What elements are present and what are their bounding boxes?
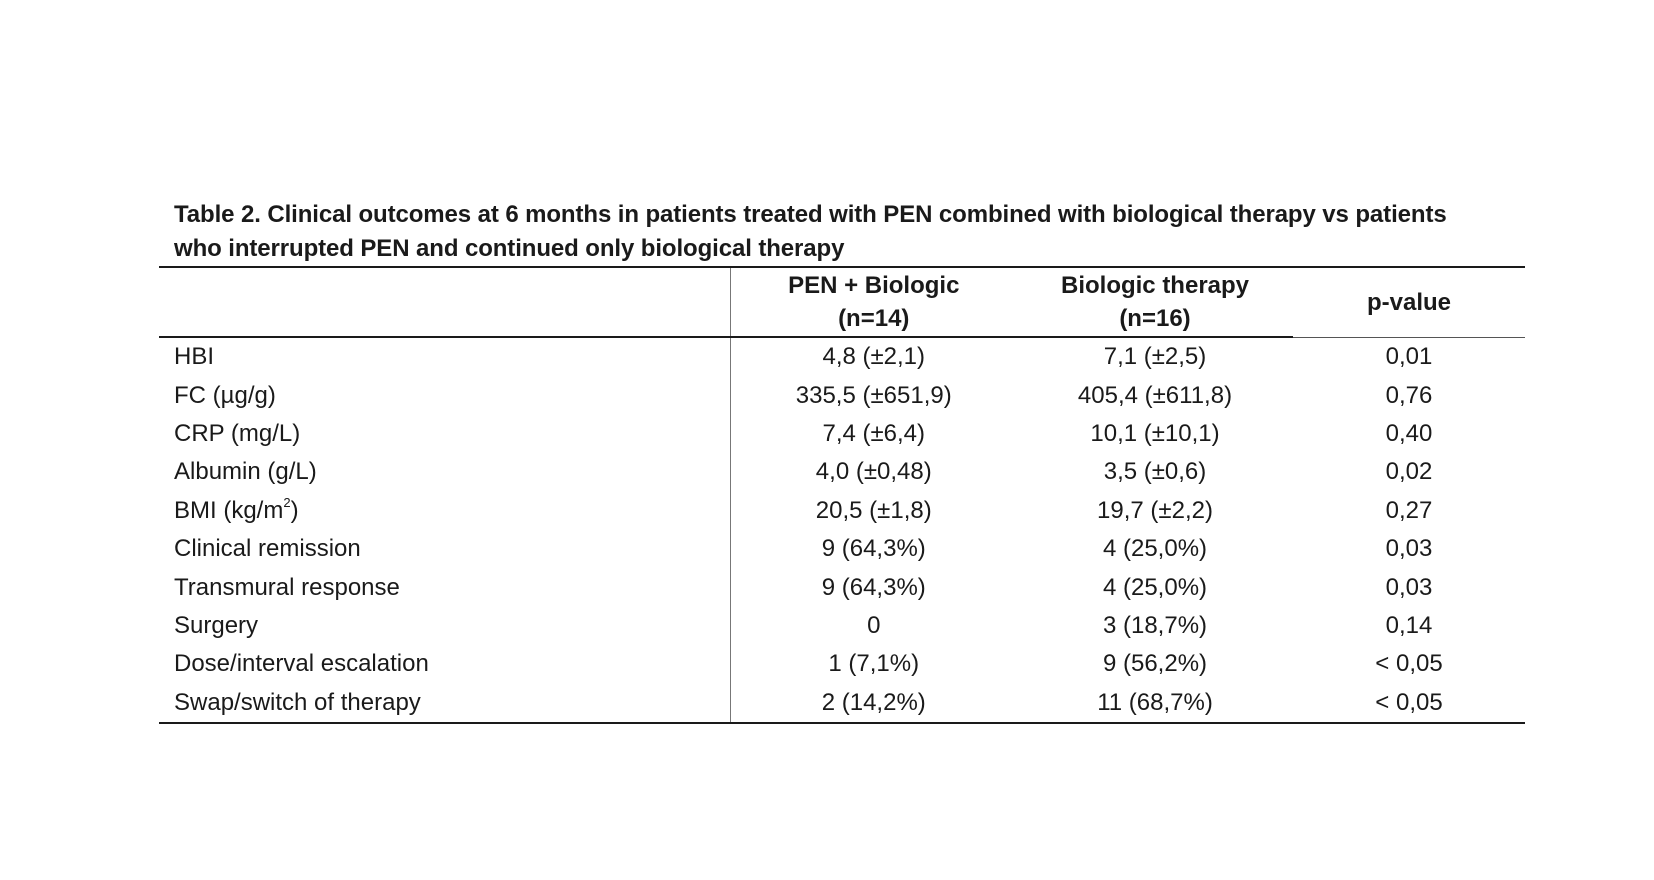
table-row: Clinical remission 9 (64,3%) 4 (25,0%) 0… bbox=[159, 529, 1525, 569]
row-label: Transmural response bbox=[159, 568, 731, 607]
row-label: Clinical remission bbox=[159, 529, 731, 569]
header-biologic-title: Biologic therapy bbox=[1060, 272, 1250, 299]
cell-p-value: 0,27 bbox=[1385, 496, 1433, 524]
table-row: Dose/interval escalation 1 (7,1%) 9 (56,… bbox=[159, 645, 1525, 684]
row-label: Swap/switch of therapy bbox=[159, 683, 731, 724]
cell-biologic: 3,5 (±0,6) bbox=[1103, 458, 1207, 486]
row-label: HBI bbox=[159, 337, 731, 377]
table-row: Swap/switch of therapy 2 (14,2%) 11 (68,… bbox=[159, 683, 1525, 724]
table-row: HBI 4,8 (±2,1) 7,1 (±2,5) 0,01 bbox=[159, 337, 1525, 377]
cell-p-value: 0,14 bbox=[1385, 611, 1433, 639]
cell-p-value: 0,76 bbox=[1385, 381, 1433, 409]
outcomes-table-container: PEN + Biologic (n=14) Biologic therapy (… bbox=[159, 266, 1525, 724]
table-row: Surgery 0 3 (18,7%) 0,14 bbox=[159, 606, 1525, 646]
row-label-superscript: 2 bbox=[283, 494, 291, 510]
table-header: PEN + Biologic (n=14) Biologic therapy (… bbox=[159, 267, 1525, 338]
cell-pen-biologic: 4,8 (±2,1) bbox=[822, 343, 926, 371]
cell-pen-biologic: 7,4 (±6,4) bbox=[822, 419, 926, 447]
outcomes-table: PEN + Biologic (n=14) Biologic therapy (… bbox=[159, 266, 1525, 724]
cell-biologic: 4 (25,0%) bbox=[1102, 535, 1208, 563]
cell-p-value: 0,01 bbox=[1385, 342, 1433, 370]
header-pen-biologic: PEN + Biologic (n=14) bbox=[730, 267, 1017, 338]
cell-biologic: 3 (18,7%) bbox=[1102, 611, 1208, 639]
row-label: Albumin (g/L) bbox=[159, 453, 731, 492]
header-blank bbox=[159, 267, 731, 338]
header-p-value: p-value bbox=[1293, 267, 1525, 338]
cell-p-value: 0,03 bbox=[1385, 535, 1433, 563]
cell-p-value: < 0,05 bbox=[1293, 683, 1525, 724]
table-caption: Table 2. Clinical outcomes at 6 months i… bbox=[174, 198, 1534, 266]
header-biologic-n: (n=16) bbox=[1119, 305, 1191, 332]
table-body: HBI 4,8 (±2,1) 7,1 (±2,5) 0,01 FC (µg/g)… bbox=[159, 337, 1525, 724]
cell-pen-biologic: 9 (64,3%) bbox=[821, 573, 926, 601]
cell-p-value: 0,03 bbox=[1385, 573, 1433, 601]
table-row: BMI (kg/m2) 20,5 (±1,8) 19,7 (±2,2) 0,27 bbox=[159, 491, 1525, 530]
cell-pen-biologic: 4,0 (±0,48) bbox=[815, 458, 932, 486]
cell-pen-biologic: 20,5 (±1,8) bbox=[815, 496, 932, 524]
cell-biologic: 11 (68,7%) bbox=[1017, 683, 1293, 724]
cell-biologic: 4 (25,0%) bbox=[1102, 573, 1208, 601]
table-row: Transmural response 9 (64,3%) 4 (25,0%) … bbox=[159, 568, 1525, 607]
row-label: Surgery bbox=[159, 606, 731, 646]
cell-p-value: < 0,05 bbox=[1375, 650, 1443, 678]
cell-biologic: 19,7 (±2,2) bbox=[1097, 496, 1213, 524]
cell-pen-biologic: 2 (14,2%) bbox=[730, 683, 1017, 724]
row-label: CRP (mg/L) bbox=[159, 414, 731, 454]
caption-line-1: Table 2. Clinical outcomes at 6 months i… bbox=[174, 201, 1447, 228]
table-row: Albumin (g/L) 4,0 (±0,48) 3,5 (±0,6) 0,0… bbox=[159, 453, 1525, 492]
row-label-end: ) bbox=[290, 496, 299, 524]
header-pen-biologic-n: (n=14) bbox=[838, 305, 910, 332]
header-pen-biologic-title: PEN + Biologic bbox=[788, 272, 960, 299]
cell-pen-biologic: 0 bbox=[867, 611, 881, 639]
cell-biologic: 405,4 (±611,8) bbox=[1077, 381, 1233, 409]
table-row: FC (µg/g) 335,5 (±651,9) 405,4 (±611,8) … bbox=[159, 376, 1525, 415]
header-row: PEN + Biologic (n=14) Biologic therapy (… bbox=[159, 267, 1525, 338]
cell-biologic: 9 (56,2%) bbox=[1102, 650, 1208, 678]
cell-p-value: 0,40 bbox=[1385, 419, 1433, 447]
cell-p-value: 0,02 bbox=[1385, 458, 1433, 486]
cell-pen-biologic: 9 (64,3%) bbox=[821, 535, 926, 563]
header-biologic: Biologic therapy (n=16) bbox=[1017, 267, 1293, 338]
cell-pen-biologic: 335,5 (±651,9) bbox=[795, 381, 952, 409]
cell-biologic: 10,1 (±10,1) bbox=[1090, 419, 1220, 447]
row-label: Dose/interval escalation bbox=[159, 645, 731, 684]
cell-pen-biologic: 1 (7,1%) bbox=[828, 650, 920, 678]
row-label: BMI (kg/m2) bbox=[159, 491, 731, 530]
table-row: CRP (mg/L) 7,4 (±6,4) 10,1 (±10,1) 0,40 bbox=[159, 414, 1525, 454]
caption-line-2: who interrupted PEN and continued only b… bbox=[174, 235, 845, 262]
cell-biologic: 7,1 (±2,5) bbox=[1103, 343, 1207, 371]
row-label-main: BMI (kg/m bbox=[174, 496, 284, 524]
row-label: FC (µg/g) bbox=[159, 376, 731, 415]
